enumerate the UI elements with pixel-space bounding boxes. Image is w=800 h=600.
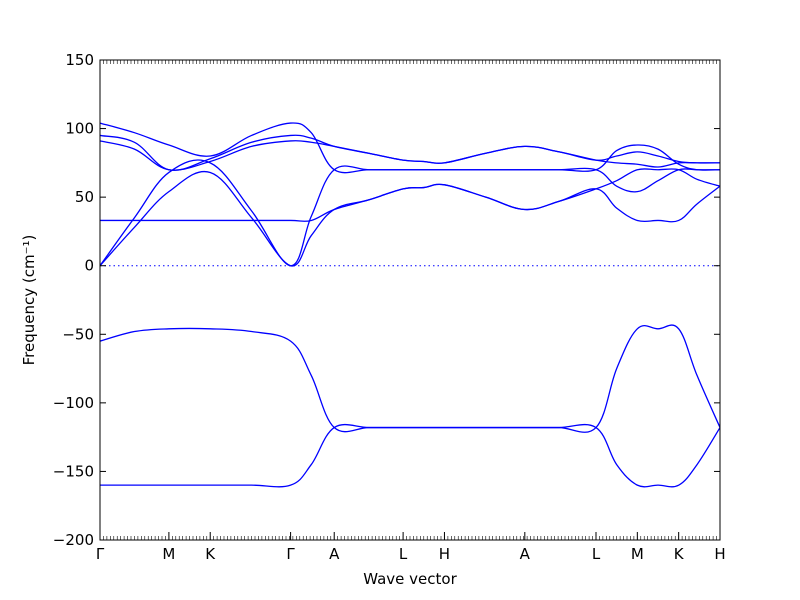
y-axis: 150 100 50 0 −50 −100 −150 −200 bbox=[53, 51, 720, 549]
band-line-7 bbox=[99, 134, 721, 171]
x-tick-label: L bbox=[592, 545, 601, 563]
band-line-4 bbox=[99, 168, 721, 267]
x-tick-label: Γ bbox=[286, 545, 295, 563]
y-tick-label: −100 bbox=[53, 394, 94, 412]
x-tick-label: H bbox=[439, 545, 450, 563]
x-tick-label: A bbox=[520, 545, 531, 563]
x-tick-label: K bbox=[205, 545, 216, 563]
y-tick-label: 50 bbox=[75, 188, 94, 206]
x-tick-label: L bbox=[399, 545, 408, 563]
x-tick-label: M bbox=[631, 545, 644, 563]
y-axis-label: Frequency (cm⁻¹) bbox=[20, 235, 38, 366]
band-line-8 bbox=[99, 122, 721, 174]
x-tick-label: A bbox=[329, 545, 340, 563]
x-axis-label: Wave vector bbox=[363, 570, 457, 588]
y-tick-label: −150 bbox=[53, 462, 94, 480]
x-tick-label: M bbox=[162, 545, 175, 563]
x-tick-label: H bbox=[714, 545, 725, 563]
x-tick-label: Γ bbox=[96, 545, 105, 563]
y-tick-label: 0 bbox=[84, 257, 94, 275]
x-tick-label: K bbox=[674, 545, 685, 563]
y-tick-label: −200 bbox=[53, 531, 94, 549]
y-tick-label: −50 bbox=[62, 325, 94, 343]
y-tick-label: 100 bbox=[65, 120, 94, 138]
y-tick-label: 150 bbox=[65, 51, 94, 69]
band-line-2 bbox=[99, 324, 721, 433]
series-group bbox=[99, 122, 721, 488]
